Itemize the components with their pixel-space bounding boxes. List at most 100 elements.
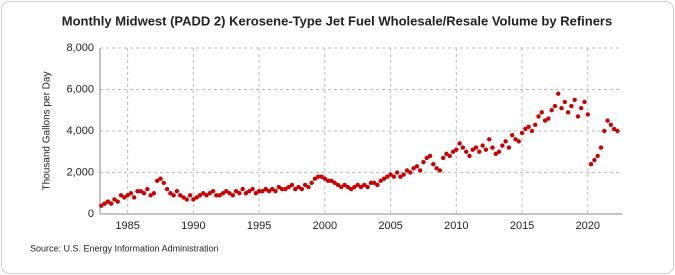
data-point [549,108,554,113]
data-point [243,191,249,196]
data-point [401,172,406,177]
data-point [473,145,479,150]
data-point [194,195,199,200]
data-point [493,151,498,157]
data-point [105,199,111,204]
data-point [102,201,107,206]
data-point [339,184,344,190]
data-point [385,174,390,179]
data-point [598,145,604,150]
data-point [118,193,124,198]
data-point [201,191,206,196]
data-point [457,141,462,146]
data-point [214,193,219,198]
x-tick-label: 2010 [444,220,468,232]
data-point [437,168,443,173]
data-point [283,186,288,192]
data-point [322,176,328,181]
data-point [270,186,275,192]
source: Source: U.S. Energy Information Administ… [30,243,219,253]
data-point [368,180,374,186]
data-point [526,124,531,130]
data-point [394,170,400,175]
data-point [293,186,298,192]
y-axis-label: Thousand Gallons per Day [42,72,53,191]
data-point [470,147,475,152]
data-point [506,145,512,150]
data-point [398,174,403,179]
data-point [546,116,551,121]
data-point [355,182,360,188]
data-point [204,193,209,198]
data-point [250,186,255,192]
data-point [233,188,239,194]
data-point [480,143,485,148]
data-point [519,130,525,136]
data-point [503,139,508,144]
data-point [467,153,472,159]
data-point [427,153,433,159]
data-point [174,188,180,194]
data-point [168,191,173,196]
data-point [309,180,314,186]
data-point [296,184,301,190]
data-point [224,188,229,194]
data-point [539,110,544,115]
x-tick-label: 2015 [510,220,534,232]
data-point [210,188,216,194]
data-point [510,132,515,138]
data-point [490,145,495,150]
data-point [217,193,222,198]
x-tick-label: 2020 [576,220,600,232]
data-point [391,174,397,179]
data-point [529,128,535,134]
data-point [602,128,607,134]
data-point [220,191,226,196]
data-point [371,180,377,186]
data-point [408,170,413,175]
data-point [404,168,410,173]
data-point [161,180,166,186]
data-point [513,137,518,142]
data-point [447,153,452,159]
y-tick-label: 2,000 [66,166,94,178]
data-point [302,182,308,188]
data-point [115,199,120,204]
x-tick-label: 1995 [247,220,271,232]
data-point [611,126,617,132]
data-point [197,193,203,198]
data-point [562,99,568,105]
data-point [588,162,594,167]
data-point [256,188,262,194]
data-point [444,151,449,157]
data-point [151,191,157,196]
data-point [253,191,259,196]
data-point [108,201,114,206]
data-point [145,186,150,192]
data-point [595,153,600,159]
data-point [279,186,285,192]
data-point [345,184,351,190]
data-point [463,149,469,154]
data-point [542,118,548,123]
data-point [523,126,528,132]
data-point [184,197,189,202]
y-tick-label: 6,000 [66,83,94,95]
data-point [342,182,347,188]
y-tick-label: 8,000 [66,42,94,54]
data-point [552,103,558,109]
data-point [608,122,614,127]
data-point [332,180,337,186]
data-point [154,178,160,183]
data-point [496,149,502,154]
data-point [335,182,341,188]
data-point [565,110,571,115]
data-point [263,186,268,192]
data-point [575,114,581,119]
data-point [615,128,620,134]
data-point [138,188,143,194]
data-point [388,172,393,177]
data-point [381,176,387,181]
data-point [230,193,236,198]
